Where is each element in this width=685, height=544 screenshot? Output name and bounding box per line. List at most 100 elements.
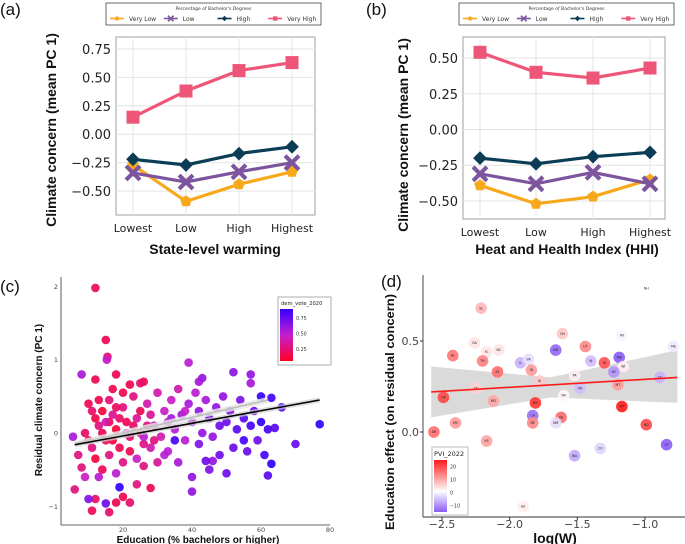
series-line <box>132 145 293 167</box>
data-point <box>222 469 231 478</box>
data-point-marker <box>180 195 192 207</box>
legend-title: Percentage of Bachelor's Degrees <box>528 6 605 12</box>
state-point: WA <box>568 449 581 462</box>
data-point <box>167 395 176 405</box>
legend-title: Percentage of Bachelor's Degrees <box>175 6 252 12</box>
state-marker <box>533 375 546 387</box>
state-label: NY <box>612 370 616 374</box>
data-point <box>208 432 217 442</box>
y-tick-label: 0.0 <box>402 426 420 439</box>
data-point-marker <box>530 197 542 209</box>
colorbar-tick-label: 0.75 <box>296 316 307 322</box>
data-point <box>246 421 255 431</box>
state-point: TN <box>476 355 489 367</box>
legend: Percentage of Bachelor's Degrees Very Low… <box>458 2 675 26</box>
state-point: SC <box>475 302 488 315</box>
data-point-marker <box>587 190 599 202</box>
data-point <box>132 480 142 489</box>
panel-label-a: (a) <box>0 0 21 19</box>
data-point <box>111 403 121 412</box>
data-point-marker <box>641 175 659 193</box>
state-label: VT <box>665 443 669 447</box>
data-point <box>111 469 121 478</box>
data-point <box>80 472 90 482</box>
state-label: WA <box>572 454 578 458</box>
series-high <box>126 139 299 172</box>
state-marker <box>522 353 535 366</box>
y-tick-label: 0 <box>54 430 58 438</box>
data-point <box>118 388 128 398</box>
state-label: AR <box>432 430 437 434</box>
data-point <box>91 375 100 384</box>
y-tick-label: 0.00 <box>429 124 458 139</box>
state-point: OR <box>574 382 586 395</box>
data-point <box>91 494 100 504</box>
state-point: ND <box>640 418 653 431</box>
data-point <box>315 419 325 429</box>
x-tick-label: Highest <box>629 226 672 239</box>
colorbar <box>434 460 447 512</box>
data-point <box>267 459 276 469</box>
data-point <box>173 458 183 467</box>
state-point: OK <box>437 391 450 404</box>
data-point <box>160 450 169 460</box>
colorbar-legend: PVI_2022 20 10 0 −10 <box>431 446 469 516</box>
data-point <box>108 410 117 420</box>
data-point <box>149 436 159 445</box>
series-line <box>132 163 293 204</box>
state-label: MD <box>553 348 559 352</box>
state-label: ME <box>671 345 676 349</box>
data-point-marker <box>126 152 140 167</box>
data-point <box>101 417 111 427</box>
colorbar-tick-label: −10 <box>450 504 460 510</box>
y-tick-label: 0.00 <box>82 128 111 143</box>
state-label: NE <box>530 421 534 425</box>
state-marker <box>470 382 482 395</box>
data-point <box>201 395 211 405</box>
data-point <box>125 380 135 389</box>
series-line <box>132 161 293 184</box>
state-point: WI <box>617 360 630 373</box>
state-label: IL <box>519 361 522 365</box>
state-label: MT <box>616 383 621 387</box>
state-label: MI <box>620 334 624 338</box>
state-marker <box>493 344 505 356</box>
state-label: MO <box>491 399 497 403</box>
legend-title: dem_vote_2020 <box>281 301 322 307</box>
data-point-marker <box>584 163 602 181</box>
state-marker <box>594 442 607 455</box>
data-point <box>253 436 262 445</box>
panel-c-ylabel: Residual climate concern (PC 1) <box>34 324 45 476</box>
series-low <box>124 154 301 191</box>
state-marker <box>568 369 581 382</box>
state-marker <box>574 382 586 395</box>
state-point: NY <box>608 366 620 378</box>
data-point <box>73 450 83 460</box>
legend-marker <box>221 15 228 22</box>
state-marker <box>529 397 542 409</box>
data-point <box>136 406 145 416</box>
legend-title: PVI_2022 <box>434 450 464 458</box>
colorbar-tick-label: 10 <box>450 478 456 484</box>
series-high <box>473 145 657 171</box>
state-marker <box>525 364 538 376</box>
colorbar-tick-label: 0 <box>450 491 453 497</box>
state-point: NH <box>640 282 653 295</box>
data-point <box>191 388 200 398</box>
legend-label: Very High <box>287 16 316 23</box>
panel-d-scatter: −2.5 −2.0 −1.5 −1.0 0.5 0.0 NH SC OH MI GA UT ME FL NC… <box>402 275 685 531</box>
state-point: NE <box>526 417 539 429</box>
state-marker <box>549 344 562 356</box>
state-marker <box>640 282 653 295</box>
state-label: NH <box>644 286 649 290</box>
panel-a-line-chart: 0.75 0.50 0.25 0.00 −0.25 −0.50 Lowest Low High H… <box>71 2 322 235</box>
data-point <box>101 499 111 508</box>
state-label: GA <box>472 341 477 345</box>
data-point <box>229 367 238 377</box>
state-point: AL <box>447 349 459 362</box>
y-tick-label: 0.25 <box>429 88 458 103</box>
data-point <box>205 465 214 474</box>
state-marker <box>556 327 569 340</box>
data-point <box>125 498 135 507</box>
state-marker <box>616 400 628 413</box>
